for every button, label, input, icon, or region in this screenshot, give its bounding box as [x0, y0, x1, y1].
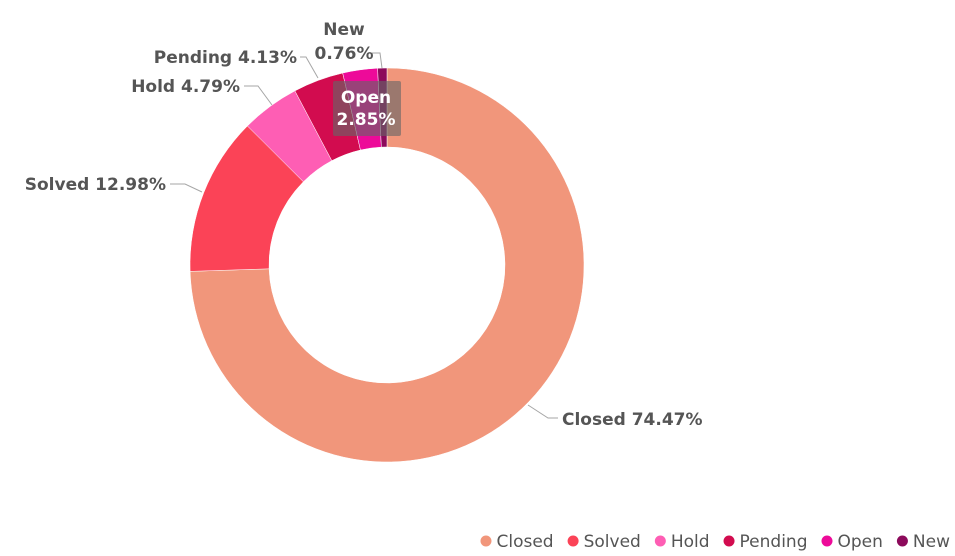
legend-label-closed: Closed	[496, 532, 553, 552]
data-labels: Closed 74.47% Solved 12.98% Hold 4.79% Pend…	[25, 20, 703, 430]
legend-item-closed[interactable]: Closed	[480, 532, 554, 552]
legend-item-solved[interactable]: Solved	[567, 532, 641, 552]
legend-label-hold: Hold	[671, 532, 710, 552]
data-label-pending: Pending 4.13%	[154, 48, 297, 68]
data-label-closed: Closed 74.47%	[562, 410, 703, 430]
data-label-solved: Solved 12.98%	[25, 175, 166, 195]
legend-marker-new	[896, 535, 908, 547]
legend-marker-solved	[567, 535, 579, 547]
leader-lines	[170, 52, 558, 419]
legend-item-hold[interactable]: Hold	[654, 532, 710, 552]
leader-line-hold	[244, 85, 273, 106]
legend-marker-hold	[654, 535, 666, 547]
data-label-new: New 0.76%	[315, 20, 374, 64]
legend-item-new[interactable]: New	[896, 532, 950, 552]
legend-item-open[interactable]: Open	[821, 532, 883, 552]
legend-marker-pending	[723, 535, 735, 547]
legend-marker-open	[821, 535, 833, 547]
legend-label-solved: Solved	[584, 532, 641, 552]
leader-line-pending	[300, 56, 319, 79]
legend-marker-closed	[480, 535, 492, 547]
leader-line-closed	[527, 404, 558, 419]
data-label-box-open	[333, 81, 401, 136]
leader-line-new	[372, 52, 383, 69]
leader-line-solved	[170, 183, 203, 193]
slice-closed[interactable]	[189, 67, 585, 463]
legend-label-open: Open	[838, 532, 883, 552]
data-label-open: Open 2.85%	[337, 88, 396, 130]
legend-label-pending: Pending	[740, 532, 808, 552]
legend-label-new: New	[913, 532, 950, 552]
legend-item-pending[interactable]: Pending	[723, 532, 808, 552]
data-label-hold: Hold 4.79%	[131, 77, 240, 97]
legend: Closed Solved Hold Pending Open New	[480, 532, 950, 552]
